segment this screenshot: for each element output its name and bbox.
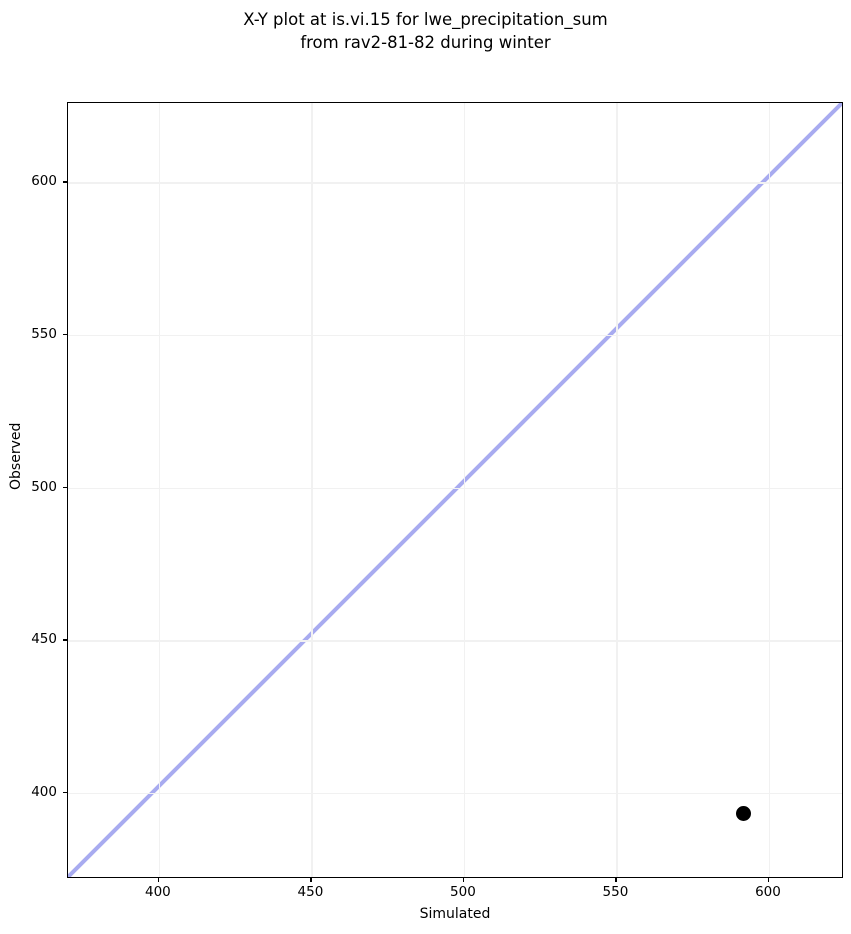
y-axis-tick: [63, 334, 67, 336]
gridline-y: [68, 792, 842, 795]
y-axis-tick-label: 400: [31, 783, 57, 800]
y-axis-label: Observed: [8, 422, 24, 490]
x-axis-tick: [157, 878, 160, 882]
x-axis-tick: [615, 878, 617, 882]
gridline-x: [768, 103, 771, 877]
chart-title: X-Y plot at is.vi.15 for lwe_precipitati…: [243, 10, 608, 52]
gridline-y: [68, 640, 842, 642]
plot-area: [67, 102, 843, 878]
x-axis-label: Simulated: [419, 906, 491, 922]
x-axis-tick-label: 500: [450, 884, 476, 900]
x-axis-tick-label: 600: [755, 884, 781, 900]
y-axis-tick: [63, 181, 67, 183]
x-axis-tick-label: 550: [602, 884, 629, 900]
x-axis-tick: [310, 878, 312, 882]
y-axis-tick-label: 500: [31, 478, 57, 495]
y-axis-tick: [63, 639, 67, 641]
gridline-y: [68, 182, 842, 184]
x-axis-tick-label: 450: [297, 884, 324, 900]
gridline-y: [68, 487, 842, 489]
y-axis-tick: [63, 486, 67, 489]
y-axis-tick-label: 550: [31, 326, 57, 342]
gridline-y: [68, 335, 842, 337]
data-point[interactable]: [735, 805, 751, 821]
gridline-x: [463, 103, 466, 877]
gridline-x: [311, 103, 313, 877]
x-axis-tick: [767, 878, 770, 882]
gridline-x: [158, 103, 161, 877]
one-to-one-line: [68, 103, 842, 877]
y-axis-tick-label: 600: [31, 173, 57, 190]
y-axis-tick-label: 450: [31, 631, 57, 648]
gridline-x: [616, 103, 618, 877]
one-to-one-line-path: [68, 103, 842, 877]
y-axis-tick: [63, 791, 67, 794]
x-axis-tick-label: 400: [145, 884, 171, 900]
x-axis-tick: [462, 878, 465, 882]
